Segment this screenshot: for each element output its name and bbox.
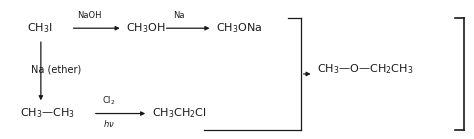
Text: CH$_3$—CH$_3$: CH$_3$—CH$_3$ (19, 107, 75, 120)
Text: Cl$_2$: Cl$_2$ (102, 94, 115, 107)
Text: $h\nu$: $h\nu$ (102, 118, 114, 129)
Text: CH$_3$ONa: CH$_3$ONa (216, 21, 262, 35)
Text: CH$_3$OH: CH$_3$OH (126, 21, 165, 35)
Text: Na: Na (173, 11, 185, 20)
Text: NaOH: NaOH (77, 11, 102, 20)
Text: CH$_3$—O—CH$_2$CH$_3$: CH$_3$—O—CH$_2$CH$_3$ (318, 63, 414, 76)
Text: Na (ether): Na (ether) (31, 64, 82, 75)
Text: CH$_3$CH$_2$Cl: CH$_3$CH$_2$Cl (152, 107, 207, 120)
Text: CH$_3$I: CH$_3$I (27, 21, 52, 35)
